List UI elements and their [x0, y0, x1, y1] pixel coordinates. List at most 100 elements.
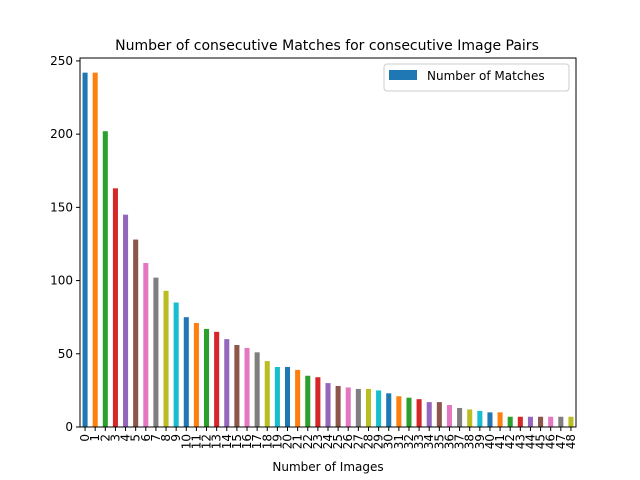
x-tick-label: 10 — [179, 434, 193, 449]
bar-3 — [112, 188, 118, 427]
bar-45 — [538, 416, 544, 427]
bar-25 — [335, 386, 341, 427]
x-tick-label: 41 — [493, 434, 507, 449]
x-tick-label: 44 — [523, 434, 537, 449]
x-tick-label: 14 — [220, 434, 234, 449]
bar-20 — [284, 366, 291, 427]
bar-23 — [315, 377, 321, 427]
y-tick-label: 50 — [58, 347, 73, 361]
bar-36 — [446, 405, 452, 427]
x-tick-label: 4 — [119, 434, 133, 442]
x-tick-label: 39 — [473, 434, 487, 449]
x-tick-label: 22 — [301, 434, 315, 449]
bar-43 — [517, 416, 523, 427]
x-tick-label: 9 — [169, 434, 183, 442]
bar-16 — [244, 347, 250, 427]
x-axis-label: Number of Images — [272, 460, 383, 474]
x-tick-label: 46 — [544, 434, 558, 449]
bar-30 — [386, 393, 392, 427]
x-tick-label: 33 — [412, 434, 426, 449]
x-tick-label: 48 — [564, 434, 578, 449]
x-tick-label: 42 — [503, 434, 517, 449]
bar-2 — [102, 131, 108, 427]
bar-44 — [527, 416, 533, 427]
x-tick-label: 34 — [422, 434, 436, 449]
bar-15 — [234, 345, 240, 427]
x-tick-label: 18 — [260, 434, 274, 449]
bar-14 — [224, 339, 230, 427]
x-tick-label: 30 — [382, 434, 396, 449]
x-tick-label: 12 — [200, 434, 214, 449]
bar-39 — [477, 410, 483, 427]
y-tick-label: 100 — [50, 274, 73, 288]
x-tick-label: 26 — [341, 434, 355, 449]
bar-38 — [467, 409, 473, 427]
bar-26 — [345, 387, 351, 427]
x-tick-label: 35 — [432, 434, 446, 449]
bar-41 — [497, 412, 503, 427]
bar-7 — [153, 277, 159, 427]
y-tick-label: 0 — [65, 420, 73, 434]
x-tick-label: 40 — [483, 434, 497, 449]
bar-46 — [548, 416, 554, 427]
chart-title: Number of consecutive Matches for consec… — [115, 38, 539, 54]
x-axis: 0123456789101112131415161718192021222324… — [78, 427, 578, 449]
x-tick-label: 8 — [159, 434, 173, 442]
bar-5 — [133, 239, 139, 427]
x-tick-label: 17 — [250, 434, 264, 449]
x-tick-label: 20 — [281, 434, 295, 449]
bar-48 — [568, 416, 574, 427]
x-tick-label: 21 — [291, 434, 305, 449]
legend-swatch — [389, 70, 417, 80]
bar-17 — [254, 352, 260, 427]
x-tick-label: 47 — [554, 434, 568, 449]
x-tick-label: 11 — [189, 434, 203, 449]
bar-13 — [214, 331, 220, 427]
bar-9 — [173, 302, 179, 427]
x-tick-label: 16 — [240, 434, 254, 449]
bar-6 — [143, 263, 149, 427]
y-tick-label: 250 — [50, 54, 73, 68]
bar-21 — [295, 369, 301, 427]
legend-label: Number of Matches — [427, 69, 545, 83]
x-tick-label: 1 — [88, 434, 102, 442]
x-tick-label: 19 — [270, 434, 284, 449]
x-tick-label: 36 — [442, 434, 456, 449]
x-tick-label: 45 — [534, 434, 548, 449]
bar-32 — [406, 397, 412, 427]
bar-10 — [183, 317, 189, 427]
x-tick-label: 37 — [453, 434, 467, 449]
bar-33 — [416, 399, 422, 427]
x-tick-label: 28 — [361, 434, 375, 449]
legend: Number of Matches — [383, 63, 570, 92]
x-tick-label: 3 — [108, 434, 122, 442]
legend-box — [383, 63, 570, 92]
bar-27 — [355, 388, 361, 427]
bar-19 — [274, 366, 280, 427]
x-tick-label: 6 — [139, 434, 153, 442]
bar-37 — [457, 407, 463, 427]
bar-28 — [365, 388, 372, 427]
bar-1 — [92, 72, 98, 428]
x-tick-label: 43 — [513, 434, 527, 449]
x-tick-label: 29 — [372, 434, 386, 449]
bar-42 — [507, 416, 513, 427]
x-tick-label: 2 — [98, 434, 112, 442]
bar-40 — [487, 412, 493, 427]
x-tick-label: 15 — [230, 434, 244, 449]
bar-35 — [436, 402, 442, 427]
bar-34 — [426, 402, 432, 427]
x-tick-label: 25 — [331, 434, 345, 449]
bar-24 — [325, 383, 331, 427]
x-tick-label: 38 — [463, 434, 477, 449]
bar-47 — [558, 416, 564, 427]
x-tick-label: 31 — [392, 434, 406, 449]
bar-22 — [305, 375, 311, 427]
x-tick-label: 13 — [210, 434, 224, 449]
x-tick-label: 27 — [351, 434, 365, 449]
bar-0 — [82, 72, 88, 428]
x-tick-label: 24 — [321, 434, 335, 449]
bar-29 — [376, 390, 382, 427]
